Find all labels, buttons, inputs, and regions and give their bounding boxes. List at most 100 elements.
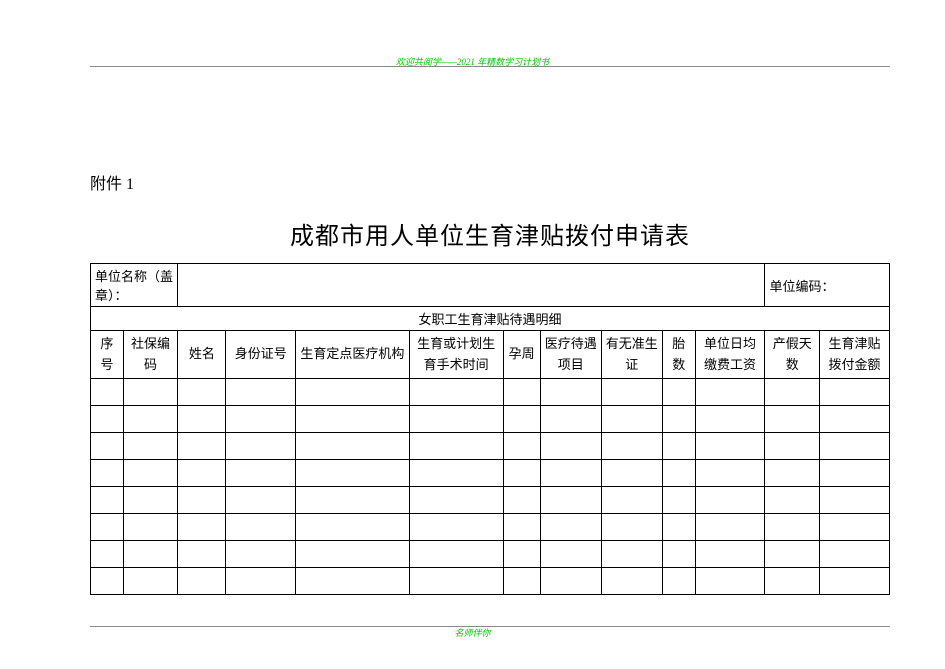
cell-weeks <box>503 514 540 541</box>
cell-seq <box>91 406 124 433</box>
col-header-avg_wage: 单位日均缴费工资 <box>695 331 765 379</box>
cell-name <box>178 487 226 514</box>
cell-id_no <box>226 379 296 406</box>
cell-hospital <box>296 487 410 514</box>
cell-permit <box>601 433 662 460</box>
cell-amount <box>820 487 890 514</box>
cell-seq <box>91 433 124 460</box>
cell-weeks <box>503 568 540 595</box>
cell-births <box>662 541 695 568</box>
section-header-row: 女职工生育津贴待遇明细 <box>91 307 890 331</box>
col-header-leave_days: 产假天数 <box>765 331 820 379</box>
cell-ss_code <box>123 514 178 541</box>
cell-hospital <box>296 460 410 487</box>
cell-avg_wage <box>695 460 765 487</box>
cell-med_item <box>540 514 601 541</box>
table-row <box>91 460 890 487</box>
table-row <box>91 568 890 595</box>
col-header-permit: 有无准生证 <box>601 331 662 379</box>
cell-name <box>178 433 226 460</box>
cell-id_no <box>226 460 296 487</box>
cell-hospital <box>296 433 410 460</box>
section-header: 女职工生育津贴待遇明细 <box>91 307 890 331</box>
header-rule <box>90 66 890 67</box>
cell-med_item <box>540 487 601 514</box>
cell-id_no <box>226 568 296 595</box>
cell-id_no <box>226 406 296 433</box>
cell-seq <box>91 379 124 406</box>
cell-seq <box>91 568 124 595</box>
cell-amount <box>820 406 890 433</box>
cell-avg_wage <box>695 541 765 568</box>
cell-avg_wage <box>695 406 765 433</box>
cell-avg_wage <box>695 487 765 514</box>
cell-avg_wage <box>695 433 765 460</box>
cell-seq <box>91 460 124 487</box>
org-code-label: 单位编码： <box>765 264 890 307</box>
cell-ss_code <box>123 379 178 406</box>
cell-weeks <box>503 433 540 460</box>
cell-med_item <box>540 541 601 568</box>
cell-leave_days <box>765 406 820 433</box>
table-row <box>91 541 890 568</box>
cell-leave_days <box>765 379 820 406</box>
cell-surgery_dt <box>409 487 503 514</box>
cell-name <box>178 568 226 595</box>
cell-ss_code <box>123 568 178 595</box>
table-row <box>91 433 890 460</box>
table-row <box>91 514 890 541</box>
cell-med_item <box>540 568 601 595</box>
col-header-births: 胎数 <box>662 331 695 379</box>
cell-permit <box>601 487 662 514</box>
cell-hospital <box>296 379 410 406</box>
document-title: 成都市用人单位生育津贴拨付申请表 <box>90 216 890 251</box>
table-row <box>91 487 890 514</box>
cell-id_no <box>226 514 296 541</box>
cell-leave_days <box>765 568 820 595</box>
cell-ss_code <box>123 433 178 460</box>
cell-permit <box>601 460 662 487</box>
cell-weeks <box>503 460 540 487</box>
cell-id_no <box>226 541 296 568</box>
org-name-label: 单位名称（盖章）： <box>91 264 178 307</box>
cell-births <box>662 460 695 487</box>
cell-leave_days <box>765 460 820 487</box>
cell-hospital <box>296 406 410 433</box>
cell-ss_code <box>123 541 178 568</box>
cell-leave_days <box>765 514 820 541</box>
cell-births <box>662 406 695 433</box>
cell-weeks <box>503 487 540 514</box>
cell-ss_code <box>123 406 178 433</box>
cell-amount <box>820 541 890 568</box>
table-row <box>91 379 890 406</box>
footer-watermark: 名师伴你 <box>0 626 945 639</box>
document-content: 附件 1 成都市用人单位生育津贴拨付申请表 单位名称（盖章）： 单位编码： 女职… <box>90 170 890 595</box>
col-header-surgery_dt: 生育或计划生育手术时间 <box>409 331 503 379</box>
cell-med_item <box>540 406 601 433</box>
cell-seq <box>91 514 124 541</box>
cell-births <box>662 379 695 406</box>
cell-surgery_dt <box>409 460 503 487</box>
cell-hospital <box>296 541 410 568</box>
cell-surgery_dt <box>409 406 503 433</box>
application-table: 单位名称（盖章）： 单位编码： 女职工生育津贴待遇明细 序号社保编码姓名身份证号… <box>90 263 890 595</box>
cell-permit <box>601 379 662 406</box>
cell-amount <box>820 379 890 406</box>
cell-id_no <box>226 487 296 514</box>
cell-weeks <box>503 541 540 568</box>
col-header-amount: 生育津贴拨付金额 <box>820 331 890 379</box>
col-header-name: 姓名 <box>178 331 226 379</box>
cell-amount <box>820 460 890 487</box>
cell-avg_wage <box>695 379 765 406</box>
cell-surgery_dt <box>409 379 503 406</box>
cell-permit <box>601 568 662 595</box>
cell-leave_days <box>765 487 820 514</box>
table-row <box>91 406 890 433</box>
cell-hospital <box>296 568 410 595</box>
org-name-value <box>178 264 765 307</box>
cell-births <box>662 568 695 595</box>
cell-births <box>662 487 695 514</box>
cell-ss_code <box>123 487 178 514</box>
cell-name <box>178 460 226 487</box>
cell-avg_wage <box>695 568 765 595</box>
